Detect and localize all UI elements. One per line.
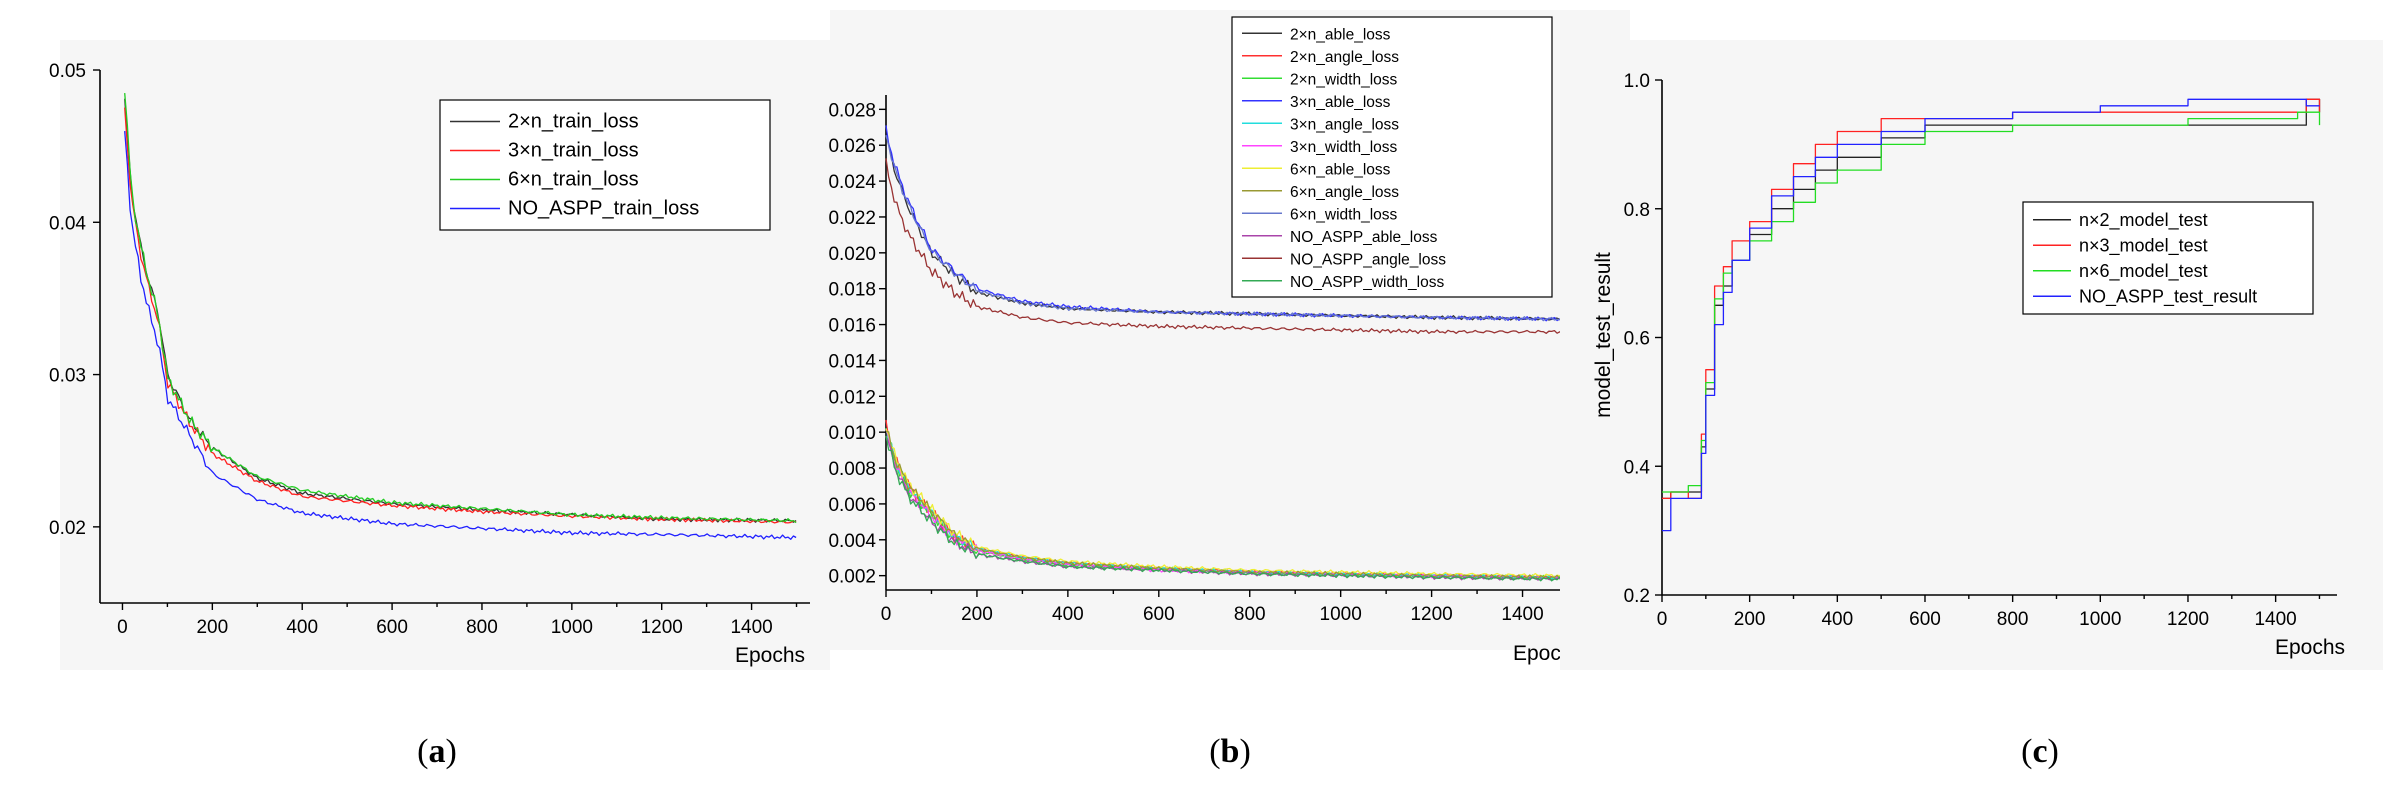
x-tick-label: 600 <box>1143 604 1175 625</box>
y-tick-label: 0.004 <box>828 531 876 552</box>
x-tick-label: 1000 <box>2079 609 2121 630</box>
legend: 2×n_train_loss 3×n_train_loss 6×n_train_lo… <box>439 99 771 231</box>
y-tick-label: 0.018 <box>828 280 876 301</box>
y-tick-label: 0.6 <box>1624 329 1650 350</box>
x-axis-title: Epochs <box>2275 636 2345 659</box>
y-tick-label: 0.008 <box>828 459 876 480</box>
legend-label: n×3_model_test <box>2079 235 2208 256</box>
y-tick-label: 1.0 <box>1624 71 1650 92</box>
panel-c-chart: 0 200 400 600 800 1000 1200 1400 0.2 0.4 0.6 0.8 1.0… <box>1560 40 2383 670</box>
legend-label: 3×n_width_loss <box>1290 139 1398 156</box>
x-tick-label: 400 <box>286 617 318 638</box>
x-tick-label: 1200 <box>641 617 683 638</box>
series-line-3×n_train_loss <box>124 107 797 524</box>
x-tick-label: 0 <box>117 617 128 638</box>
x-tick-label: 200 <box>196 617 228 638</box>
caption-a: (a) <box>417 733 457 770</box>
y-tick-label: 0.012 <box>828 387 876 408</box>
x-tick-label: 400 <box>1821 609 1853 630</box>
x-tick-label: 1000 <box>551 617 593 638</box>
y-tick-label: 0.2 <box>1624 586 1650 607</box>
x-tick-label: 1200 <box>1410 604 1452 625</box>
y-tick-label: 0.03 <box>49 366 86 387</box>
series-line-NO_ASPP_train_loss <box>124 131 797 540</box>
legend-box <box>1231 16 1553 298</box>
legend-label: NO_ASPP_test_result <box>2079 286 2257 307</box>
series-line-NO_ASPP_test_result <box>1662 98 2320 532</box>
legend: n×2_model_test n×3_model_test n×6_model_te… <box>2022 201 2314 315</box>
legend-label: 2×n_train_loss <box>508 111 639 133</box>
series-line-NO_ASPP_width_loss <box>885 435 1569 582</box>
x-tick-label: 800 <box>1234 604 1266 625</box>
legend-label: 3×n_train_loss <box>508 140 639 162</box>
legend-label: NO_ASPP_train_loss <box>508 198 699 220</box>
x-tick-label: 200 <box>1734 609 1766 630</box>
y-tick-label: 0.026 <box>828 136 876 157</box>
y-tick-label: 0.010 <box>828 423 876 444</box>
legend-label: 3×n_angle_loss <box>1290 116 1399 133</box>
x-tick-label: 1400 <box>730 617 772 638</box>
x-tick-label: 1000 <box>1320 604 1362 625</box>
y-tick-label: 0.05 <box>49 61 86 82</box>
x-tick-label: 0 <box>1657 609 1668 630</box>
x-tick-label: 800 <box>466 617 498 638</box>
legend-label: 6×n_angle_loss <box>1290 184 1399 201</box>
y-tick-label: 0.02 <box>49 518 86 539</box>
x-tick-label: 1400 <box>1501 604 1543 625</box>
legend-label: n×2_model_test <box>2079 210 2208 231</box>
caption-b: (b) <box>1209 733 1251 770</box>
y-tick-label: 0.006 <box>828 495 876 516</box>
legend-label: 6×n_width_loss <box>1290 206 1398 223</box>
y-tick-label: 0.022 <box>828 208 876 229</box>
y-tick-label: 0.002 <box>828 567 876 588</box>
legend-label: NO_ASPP_angle_loss <box>1290 251 1446 268</box>
legend-label: 3×n_able_loss <box>1290 94 1391 111</box>
y-axis-title: model_test_result <box>1592 252 1615 418</box>
legend-box <box>2022 201 2314 315</box>
x-tick-label: 800 <box>1997 609 2029 630</box>
x-tick-label: 200 <box>961 604 993 625</box>
y-tick-label: 0.4 <box>1624 457 1651 478</box>
panel-c-background <box>1560 40 2383 670</box>
x-tick-label: 1400 <box>2254 609 2296 630</box>
legend-label: 6×n_train_loss <box>508 169 639 191</box>
y-tick-label: 0.014 <box>828 351 876 372</box>
legend-label: 2×n_width_loss <box>1290 71 1398 88</box>
panel-a-chart: 0 200 400 600 800 1000 1200 1400 0.02 0.03 0.04 0.0… <box>49 40 830 670</box>
x-tick-label: 600 <box>376 617 408 638</box>
x-tick-label: 400 <box>1052 604 1084 625</box>
x-axis-title: Epochs <box>735 644 805 667</box>
legend-label: 2×n_angle_loss <box>1290 49 1399 66</box>
y-tick-label: 0.8 <box>1624 200 1650 221</box>
y-tick-label: 0.028 <box>828 100 876 121</box>
legend: 2×n_able_loss 2×n_angle_loss 2×n_width_los… <box>1231 16 1553 298</box>
legend-label: n×6_model_test <box>2079 261 2208 282</box>
y-tick-label: 0.04 <box>49 213 86 234</box>
y-tick-label: 0.020 <box>828 244 876 265</box>
x-tick-label: 600 <box>1909 609 1941 630</box>
legend-label: 2×n_able_loss <box>1290 26 1391 43</box>
caption-c: (c) <box>2021 733 2059 770</box>
legend-label: NO_ASPP_able_loss <box>1290 229 1438 246</box>
x-tick-label: 1200 <box>2167 609 2209 630</box>
legend-label: NO_ASPP_width_loss <box>1290 274 1444 291</box>
y-tick-label: 0.024 <box>828 172 876 193</box>
series-line-6×n_width_loss <box>885 135 1569 322</box>
legend-label: 6×n_able_loss <box>1290 161 1391 178</box>
series-line-NO_ASPP_angle_loss <box>885 158 1569 335</box>
x-tick-label: 0 <box>881 604 892 625</box>
series-line-6×n_train_loss <box>124 93 797 524</box>
y-tick-label: 0.016 <box>828 316 876 337</box>
panel-b-chart: 0 200 400 600 800 1000 1200 1400 0.002 0.004 0.006… <box>828 10 1630 665</box>
